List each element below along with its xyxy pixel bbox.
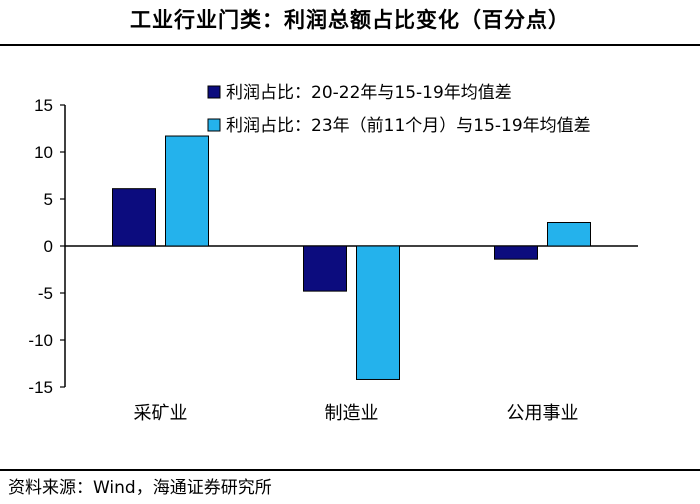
- source-divider: [0, 469, 700, 471]
- legend-label-1: 利润占比：20-22年与15-19年均值差: [226, 83, 512, 103]
- y-tick-label: -10: [28, 331, 53, 350]
- bar-1-2: [303, 245, 347, 292]
- bar-2-3: [547, 222, 591, 247]
- category-label: 采矿业: [134, 403, 188, 424]
- bar-2-1: [165, 135, 209, 247]
- category-label: 制造业: [325, 403, 379, 424]
- bar-1-1: [112, 188, 156, 247]
- title-divider: [0, 44, 700, 46]
- chart-title: 工业行业门类：利润总额占比变化（百分点）: [130, 8, 570, 32]
- legend-swatch-1: [207, 85, 221, 99]
- chart-legend: 利润占比：20-22年与15-19年均值差利润占比：23年（前11个月）与15-…: [207, 83, 591, 136]
- chart-bars: 采矿业 制造业 公用事业: [112, 135, 591, 424]
- legend-swatch-2: [207, 118, 221, 132]
- y-tick-label: 10: [34, 143, 53, 162]
- bar-chart: 15 10 5 0 -5 -10 -15 采矿业 制造业 公用事业 利润占比：20-22年与15…: [28, 83, 638, 424]
- source-note: 资料来源：Wind，海通证券研究所: [8, 478, 272, 498]
- y-tick-label: -15: [28, 378, 53, 397]
- y-tick-label: 15: [34, 96, 53, 115]
- bar-2-2: [356, 245, 400, 380]
- y-tick-label: 5: [44, 190, 53, 209]
- chart-axes: 15 10 5 0 -5 -10 -15: [28, 96, 638, 397]
- y-tick-label: -5: [38, 284, 53, 303]
- category-label: 公用事业: [507, 403, 579, 424]
- y-tick-label: 0: [44, 237, 53, 256]
- bar-1-3: [494, 245, 538, 260]
- legend-label-2: 利润占比：23年（前11个月）与15-19年均值差: [226, 116, 591, 136]
